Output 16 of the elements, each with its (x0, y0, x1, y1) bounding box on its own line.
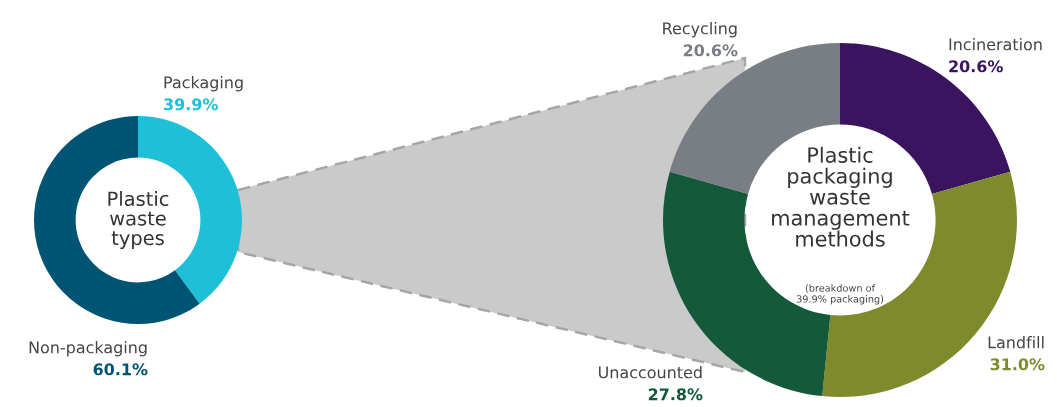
data-label: 20.6% (949, 60, 1003, 73)
slice-label: Incineration (949, 38, 1042, 51)
slice-label: Unaccounted (598, 366, 702, 379)
slice-label: Landfill (988, 336, 1044, 349)
text: (breakdown of 39.9% packaging) (796, 284, 884, 305)
text: Plastic waste types (108, 191, 169, 249)
data-label: 27.8% (648, 388, 703, 401)
slice-label: Packaging (164, 76, 243, 92)
data-label: 39.9% (164, 98, 218, 111)
data-label: 31.0% (990, 358, 1045, 371)
slice-label: Recycling (663, 22, 737, 38)
slice-label: Non-packaging (29, 341, 147, 357)
data-label: 20.6% (683, 44, 738, 57)
data-label: 60.1% (93, 363, 148, 376)
donut-slice (34, 116, 200, 324)
text: Plastic packaging waste management methods (772, 146, 910, 247)
